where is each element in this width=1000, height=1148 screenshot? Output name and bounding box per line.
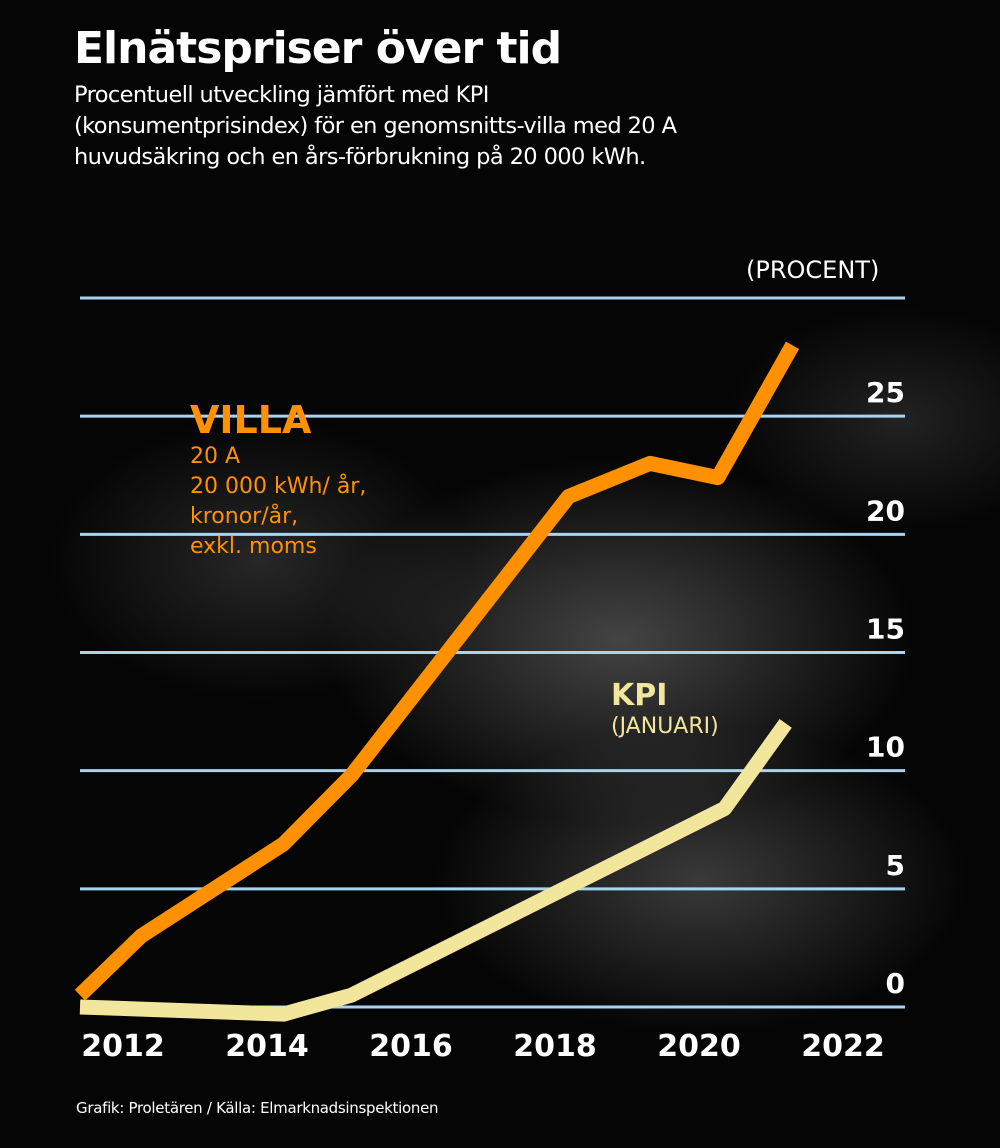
legend-kpi-line: (JANUARI) <box>611 714 719 739</box>
legend-villa-line: exkl. moms <box>190 534 317 559</box>
y-tick-label: 25 <box>866 376 905 409</box>
x-tick-label: 2018 <box>513 1029 597 1064</box>
x-tick-label: 2022 <box>801 1029 885 1064</box>
chart-title: Elnätspriser över tid <box>74 23 562 74</box>
chart-subtitle: Procentuell utveckling jämfört med KPI (… <box>74 82 677 170</box>
legend-kpi-title: KPI <box>611 678 668 713</box>
y-tick-label: 5 <box>886 849 905 882</box>
x-tick-label: 2020 <box>657 1029 741 1064</box>
source-credit: Grafik: Proletären / Källa: Elmarknadsin… <box>76 1099 439 1117</box>
x-tick-labels: 2012 2014 2016 2018 2020 2022 <box>81 1029 885 1064</box>
series-line-kpi <box>79 719 792 1022</box>
y-tick-label: 20 <box>866 494 905 527</box>
x-tick-label: 2014 <box>225 1029 309 1064</box>
series-lines <box>74 341 800 1022</box>
y-tick-label: 0 <box>886 967 905 1000</box>
y-tick-label: 10 <box>866 731 905 764</box>
series-line-villa <box>74 341 800 1001</box>
x-tick-label: 2016 <box>369 1029 453 1064</box>
legend-villa-line: kronor/år, <box>190 504 299 529</box>
legend-kpi: KPI (JANUARI) <box>611 678 719 740</box>
gridlines <box>80 296 905 1009</box>
legend-villa-title: VILLA <box>190 398 312 442</box>
y-axis-unit-label: (PROCENT) <box>746 256 880 284</box>
legend-villa-line: 20 000 kWh/ år, <box>190 474 367 499</box>
y-tick-labels: 0 5 10 15 20 25 <box>866 376 905 1000</box>
legend-villa-line: 20 A <box>190 444 241 469</box>
x-tick-label: 2012 <box>81 1029 165 1064</box>
legend-villa: VILLA 20 A 20 000 kWh/ år, kronor/år, ex… <box>190 398 366 562</box>
y-tick-label: 15 <box>866 613 905 646</box>
